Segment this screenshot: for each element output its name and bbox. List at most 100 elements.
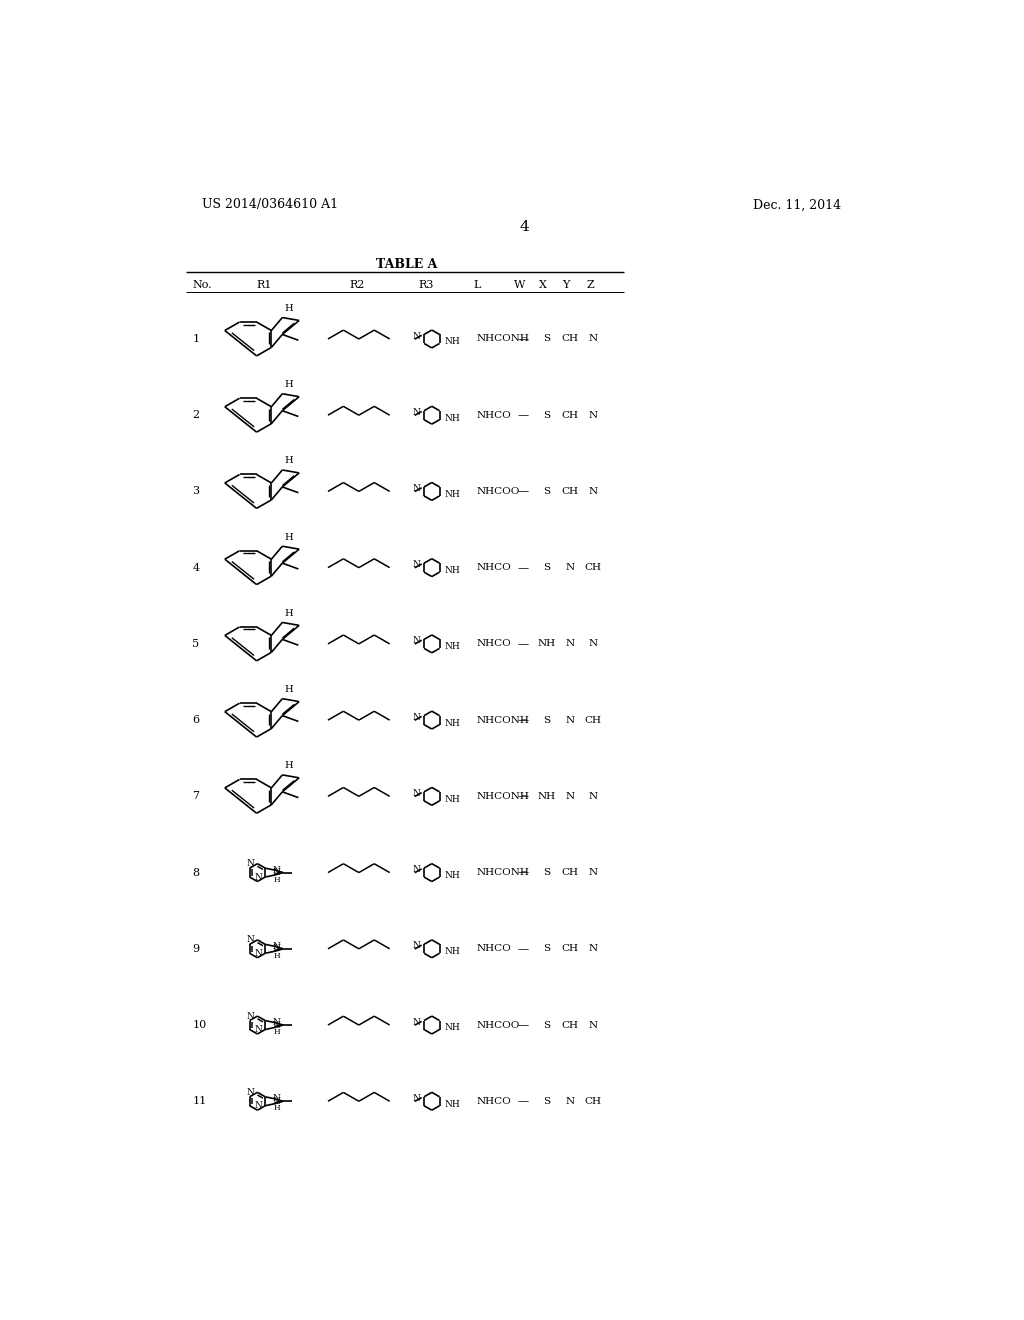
Text: N: N bbox=[589, 487, 598, 496]
Text: 4: 4 bbox=[193, 562, 200, 573]
Text: NH: NH bbox=[444, 566, 460, 576]
Text: NHCONH: NHCONH bbox=[477, 869, 529, 876]
Text: CH: CH bbox=[561, 944, 579, 953]
Text: CH: CH bbox=[561, 869, 579, 876]
Text: NH: NH bbox=[538, 639, 556, 648]
Text: N: N bbox=[589, 1020, 598, 1030]
Text: NH: NH bbox=[444, 490, 460, 499]
Text: S: S bbox=[543, 715, 550, 725]
Text: S: S bbox=[543, 869, 550, 876]
Text: S: S bbox=[543, 411, 550, 420]
Text: N: N bbox=[413, 713, 420, 722]
Text: S: S bbox=[543, 487, 550, 496]
Text: N: N bbox=[254, 949, 262, 958]
Text: N: N bbox=[565, 792, 574, 801]
Text: N: N bbox=[413, 789, 420, 797]
Text: 3: 3 bbox=[193, 487, 200, 496]
Text: N: N bbox=[273, 1097, 281, 1106]
Text: N: N bbox=[273, 942, 281, 950]
Text: —: — bbox=[518, 639, 528, 649]
Text: CH: CH bbox=[561, 487, 579, 496]
Text: CH: CH bbox=[561, 411, 579, 420]
Text: N: N bbox=[565, 564, 574, 572]
Text: H: H bbox=[273, 1028, 281, 1036]
Text: N: N bbox=[413, 636, 420, 645]
Text: N: N bbox=[247, 859, 254, 869]
Text: NHCO: NHCO bbox=[477, 944, 512, 953]
Text: Y: Y bbox=[562, 280, 569, 290]
Text: 2: 2 bbox=[193, 411, 200, 420]
Text: NHCONH: NHCONH bbox=[477, 715, 529, 725]
Text: TABLE A: TABLE A bbox=[376, 259, 437, 271]
Text: NH: NH bbox=[444, 948, 460, 956]
Text: R2: R2 bbox=[349, 280, 365, 290]
Text: N: N bbox=[589, 334, 598, 343]
Text: N: N bbox=[254, 873, 262, 882]
Text: —: — bbox=[518, 487, 528, 496]
Text: CH: CH bbox=[585, 1097, 601, 1106]
Text: N: N bbox=[589, 411, 598, 420]
Text: N: N bbox=[273, 1018, 281, 1027]
Text: NHCONH: NHCONH bbox=[477, 792, 529, 801]
Text: 7: 7 bbox=[193, 792, 200, 801]
Text: N: N bbox=[273, 1020, 281, 1030]
Text: X: X bbox=[539, 280, 547, 290]
Text: —: — bbox=[518, 1097, 528, 1106]
Text: N: N bbox=[247, 936, 254, 944]
Text: NHCOO: NHCOO bbox=[477, 1020, 520, 1030]
Text: NH: NH bbox=[444, 1100, 460, 1109]
Text: H: H bbox=[285, 609, 293, 618]
Text: NH: NH bbox=[444, 413, 460, 422]
Text: NH: NH bbox=[444, 718, 460, 727]
Text: H: H bbox=[285, 457, 293, 466]
Text: NH: NH bbox=[538, 792, 556, 801]
Text: N: N bbox=[589, 639, 598, 648]
Text: N: N bbox=[247, 1088, 254, 1097]
Text: NHCO: NHCO bbox=[477, 639, 512, 648]
Text: 10: 10 bbox=[193, 1020, 207, 1030]
Text: N: N bbox=[273, 1094, 281, 1104]
Text: N: N bbox=[413, 484, 420, 492]
Text: N: N bbox=[565, 715, 574, 725]
Text: —: — bbox=[518, 792, 528, 801]
Text: S: S bbox=[543, 334, 550, 343]
Text: —: — bbox=[518, 1020, 528, 1030]
Text: NHCONH: NHCONH bbox=[477, 334, 529, 343]
Text: S: S bbox=[543, 564, 550, 572]
Text: N: N bbox=[273, 869, 281, 878]
Text: CH: CH bbox=[585, 564, 601, 572]
Text: H: H bbox=[273, 1105, 281, 1113]
Text: Dec. 11, 2014: Dec. 11, 2014 bbox=[753, 198, 841, 211]
Text: No.: No. bbox=[193, 280, 212, 290]
Text: NH: NH bbox=[444, 871, 460, 880]
Text: N: N bbox=[565, 639, 574, 648]
Text: R1: R1 bbox=[256, 280, 271, 290]
Text: L: L bbox=[474, 280, 481, 290]
Text: NH: NH bbox=[444, 338, 460, 346]
Text: —: — bbox=[518, 411, 528, 420]
Text: NHCO: NHCO bbox=[477, 1097, 512, 1106]
Text: 1: 1 bbox=[193, 334, 200, 345]
Text: 9: 9 bbox=[193, 944, 200, 954]
Text: —: — bbox=[518, 562, 528, 573]
Text: 8: 8 bbox=[193, 867, 200, 878]
Text: NHCO: NHCO bbox=[477, 411, 512, 420]
Text: H: H bbox=[273, 952, 281, 960]
Text: 6: 6 bbox=[193, 715, 200, 725]
Text: H: H bbox=[285, 762, 293, 771]
Text: S: S bbox=[543, 944, 550, 953]
Text: US 2014/0364610 A1: US 2014/0364610 A1 bbox=[202, 198, 338, 211]
Text: N: N bbox=[413, 408, 420, 417]
Text: N: N bbox=[413, 865, 420, 874]
Text: CH: CH bbox=[561, 334, 579, 343]
Text: H: H bbox=[273, 875, 281, 884]
Text: NH: NH bbox=[444, 1023, 460, 1032]
Text: N: N bbox=[589, 869, 598, 876]
Text: N: N bbox=[565, 1097, 574, 1106]
Text: S: S bbox=[543, 1020, 550, 1030]
Text: —: — bbox=[518, 334, 528, 345]
Text: W: W bbox=[514, 280, 525, 290]
Text: N: N bbox=[413, 560, 420, 569]
Text: H: H bbox=[285, 532, 293, 541]
Text: H: H bbox=[285, 380, 293, 389]
